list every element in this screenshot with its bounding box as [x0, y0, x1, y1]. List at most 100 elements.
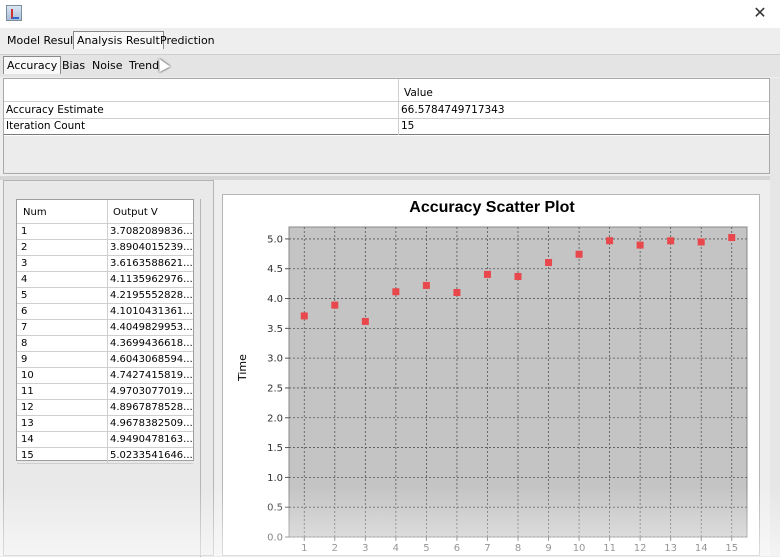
tab-bias[interactable]: Bias	[62, 59, 86, 72]
column-divider	[107, 256, 108, 271]
summary-row-value: 66.5784749717343	[401, 104, 505, 116]
summary-row-iteration[interactable]: Iteration Count 15	[4, 119, 769, 135]
output-table-header: Num Output V	[17, 200, 193, 224]
data-point	[422, 281, 430, 289]
table-row[interactable]: 8 4.3699436618...	[17, 336, 193, 352]
column-divider	[107, 448, 108, 463]
data-point	[575, 250, 583, 258]
cell-num: 11	[21, 386, 34, 397]
x-tick-label: 4	[393, 543, 399, 554]
y-tick-label: 3.5	[267, 324, 283, 335]
x-tick-label: 15	[725, 543, 738, 554]
table-row[interactable]: 7 4.4049829953...	[17, 320, 193, 336]
column-divider	[107, 352, 108, 367]
y-tick-label: 1.5	[267, 443, 283, 454]
data-point	[361, 317, 369, 325]
cell-output-v: 4.6043068594...	[110, 354, 193, 365]
close-icon[interactable]: ✕	[753, 3, 767, 22]
header-num[interactable]: Num	[23, 207, 47, 218]
tab-analysis-result[interactable]: Analysis Result	[73, 31, 164, 49]
x-tick-label: 12	[634, 543, 647, 554]
y-tick-label: 2.0	[267, 413, 283, 424]
table-row[interactable]: 3 3.6163588621...	[17, 256, 193, 272]
column-divider	[107, 304, 108, 319]
cell-num: 7	[21, 322, 28, 333]
output-table-panel: Num Output V 1 3.7082089836... 2 3.89040152…	[3, 180, 214, 557]
cell-output-v: 4.8967878528...	[110, 402, 193, 413]
vertical-scrollbar[interactable]	[200, 199, 209, 557]
data-point	[728, 234, 736, 242]
split-pane-divider[interactable]	[0, 176, 780, 180]
column-divider	[107, 400, 108, 415]
cell-output-v: 4.4049829953...	[110, 322, 193, 333]
cell-num: 9	[21, 354, 28, 365]
table-row[interactable]: 13 4.9678382509...	[17, 416, 193, 432]
cell-output-v: 3.8904015239...	[110, 242, 193, 253]
summary-header-row: Value	[4, 83, 769, 102]
java-app-icon	[6, 5, 22, 21]
summary-header-value: Value	[404, 87, 433, 99]
tab-accuracy[interactable]: Accuracy	[3, 56, 62, 74]
x-tick-label: 10	[573, 543, 586, 554]
header-output-v[interactable]: Output V	[113, 207, 158, 218]
y-tick-label: 5.0	[267, 234, 283, 245]
scatter-plot: 0.00.51.01.52.02.53.03.54.04.55.01 2 3 4 5 6 7…	[267, 226, 748, 554]
cell-num: 15	[21, 450, 34, 461]
x-tick-label: 13	[664, 543, 677, 554]
chart-title: Accuracy Scatter Plot	[409, 199, 575, 216]
y-tick-label: 4.5	[267, 264, 283, 275]
cell-output-v: 4.9678382509...	[110, 418, 193, 429]
cell-output-v: 4.9703077019...	[110, 386, 193, 397]
column-divider	[107, 224, 108, 239]
y-tick-label: 4.0	[267, 294, 283, 305]
cell-output-v: 4.7427415819...	[110, 370, 193, 381]
table-row[interactable]: 10 4.7427415819...	[17, 368, 193, 384]
data-point	[697, 238, 705, 246]
table-row[interactable]: 4 4.1135962976...	[17, 272, 193, 288]
x-tick-label: 1	[301, 543, 307, 554]
column-divider	[107, 336, 108, 351]
cell-output-v: 4.9490478163...	[110, 434, 193, 445]
tab-prediction[interactable]: Prediction	[160, 34, 215, 47]
cell-num: 6	[21, 306, 28, 317]
tab-noise[interactable]: Noise	[92, 59, 123, 72]
table-row[interactable]: 11 4.9703077019...	[17, 384, 193, 400]
x-tick-label: 8	[515, 543, 521, 554]
tab-trend[interactable]: Trend	[129, 59, 160, 72]
cell-output-v: 4.2195552828...	[110, 290, 193, 301]
table-row[interactable]: 6 4.1010431361...	[17, 304, 193, 320]
column-divider	[107, 432, 108, 447]
data-point	[545, 259, 553, 267]
y-tick-label: 2.5	[267, 383, 283, 394]
column-divider	[107, 288, 108, 303]
cell-output-v: 4.1135962976...	[110, 274, 193, 285]
cell-output-v: 4.1010431361...	[110, 306, 193, 317]
x-tick-label: 9	[545, 543, 551, 554]
cell-output-v: 4.3699436618...	[110, 338, 193, 349]
data-point	[300, 312, 308, 320]
table-row[interactable]: 1 3.7082089836...	[17, 224, 193, 240]
table-row[interactable]: 5 4.2195552828...	[17, 288, 193, 304]
output-table: Num Output V 1 3.7082089836... 2 3.89040152…	[16, 199, 194, 464]
window-scrollbar[interactable]	[770, 78, 780, 556]
table-row[interactable]: 2 3.8904015239...	[17, 240, 193, 256]
column-divider	[107, 384, 108, 399]
table-row[interactable]: 14 4.9490478163...	[17, 432, 193, 448]
table-row[interactable]: 12 4.8967878528...	[17, 400, 193, 416]
column-divider	[107, 416, 108, 431]
summary-row-accuracy[interactable]: Accuracy Estimate 66.5784749717343	[4, 103, 769, 119]
x-tick-label: 5	[423, 543, 429, 554]
data-point	[331, 301, 339, 309]
summary-row-label: Iteration Count	[6, 120, 86, 132]
table-row[interactable]: 15 5.0233541646...	[17, 448, 193, 464]
x-tick-label: 6	[454, 543, 460, 554]
cell-num: 10	[21, 370, 34, 381]
data-point	[453, 289, 461, 297]
tab-model-result[interactable]: Model Result	[7, 34, 78, 47]
cell-num: 12	[21, 402, 34, 413]
cell-num: 2	[21, 242, 28, 253]
cell-output-v: 5.0233541646...	[110, 450, 193, 461]
main-tab-bar: Model Result Analysis Result Prediction	[0, 30, 780, 52]
y-tick-label: 1.0	[267, 473, 283, 484]
table-row[interactable]: 9 4.6043068594...	[17, 352, 193, 368]
